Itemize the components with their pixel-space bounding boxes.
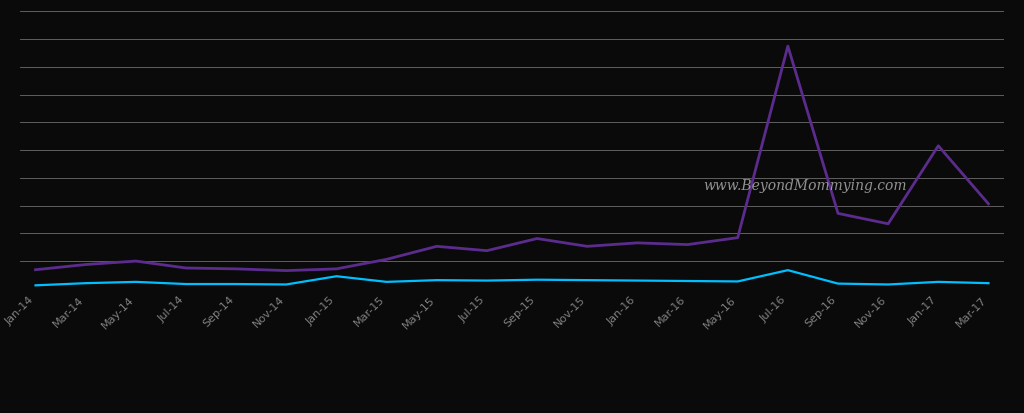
Text: www.BeyondMommying.com: www.BeyondMommying.com bbox=[703, 178, 907, 192]
